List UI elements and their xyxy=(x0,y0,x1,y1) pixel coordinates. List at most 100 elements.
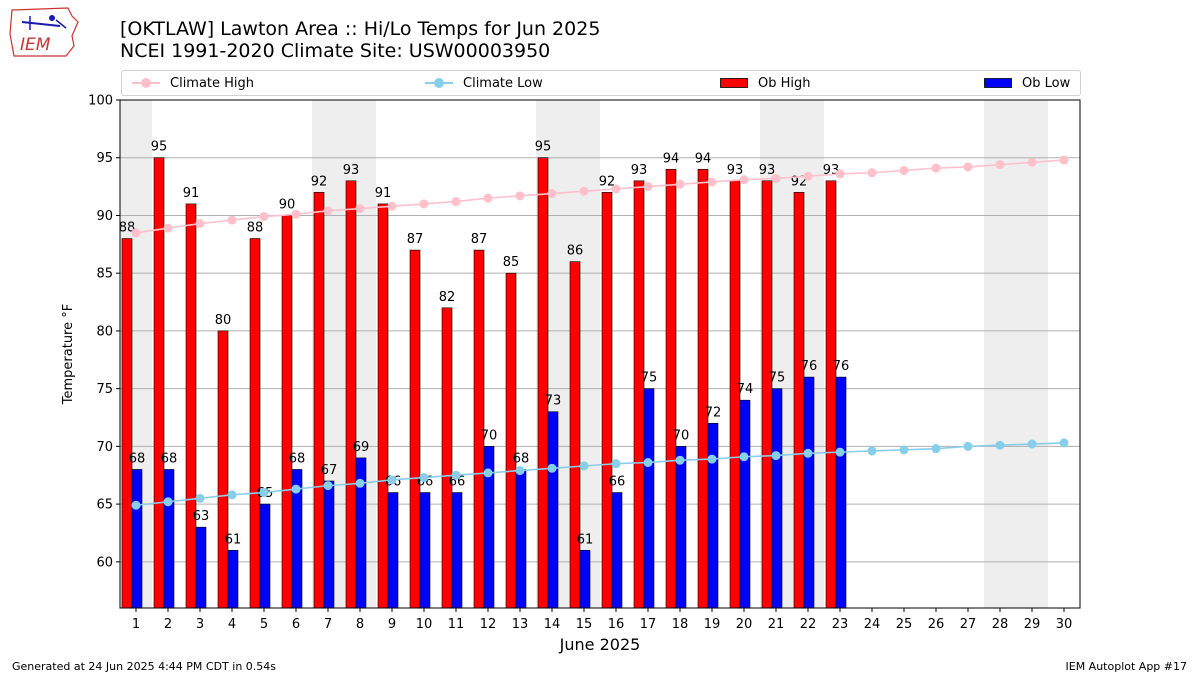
ob-low-swatch-icon xyxy=(984,78,1012,88)
climate-high-point xyxy=(323,206,333,216)
ob-low-label: 74 xyxy=(737,382,754,397)
x-tick-label: 10 xyxy=(416,617,433,632)
climate-high-point xyxy=(867,168,877,178)
ob-low-bar xyxy=(547,411,559,609)
climate-high-point xyxy=(611,184,621,194)
x-tick-label: 19 xyxy=(704,617,721,632)
ob-high-label: 82 xyxy=(439,290,456,305)
legend-label-ob-low: Ob Low xyxy=(1022,75,1071,91)
ob-low-bar xyxy=(323,480,335,609)
ob-high-bar xyxy=(441,307,453,609)
legend-item-ob-low: Ob Low xyxy=(984,71,1070,95)
x-tick-label: 29 xyxy=(1024,617,1041,632)
climate-high-point xyxy=(483,193,493,203)
footer-app-label: IEM Autoplot App #17 xyxy=(1065,660,1188,673)
x-tick-label: 12 xyxy=(480,617,497,632)
y-tick-label: 65 xyxy=(96,498,113,513)
climate-high-point xyxy=(387,201,397,211)
ob-high-label: 93 xyxy=(343,163,360,178)
x-tick-label: 8 xyxy=(356,617,364,632)
y-tick-label: 85 xyxy=(96,267,113,282)
climate-low-point xyxy=(771,451,781,461)
ob-low-bar xyxy=(259,503,271,609)
ob-high-bar xyxy=(377,203,389,609)
climate-low-point xyxy=(707,454,717,464)
ob-low-label: 68 xyxy=(129,451,146,466)
ob-high-label: 94 xyxy=(695,151,712,166)
climate-low-point xyxy=(963,441,973,451)
ob-high-bar xyxy=(505,272,517,609)
y-tick-label: 70 xyxy=(96,440,113,455)
ob-high-label: 92 xyxy=(791,174,808,189)
x-tick-label: 30 xyxy=(1056,617,1073,632)
legend-label-ob-high: Ob High xyxy=(758,75,811,91)
ob-high-label: 87 xyxy=(471,232,488,247)
climate-high-point xyxy=(803,171,813,181)
climate-low-point xyxy=(803,448,813,458)
ob-low-label: 76 xyxy=(801,359,818,374)
ob-low-label: 61 xyxy=(225,532,242,547)
x-tick-label: 14 xyxy=(544,617,561,632)
climate-low-point xyxy=(387,475,397,485)
climate-low-line-icon xyxy=(425,78,453,88)
climate-high-point xyxy=(195,219,205,229)
x-tick-label: 22 xyxy=(800,617,817,632)
x-tick-label: 3 xyxy=(196,617,204,632)
ob-low-label: 68 xyxy=(161,451,178,466)
ob-high-label: 91 xyxy=(375,186,392,201)
ob-high-bar xyxy=(633,180,645,609)
climate-high-point xyxy=(579,186,589,196)
x-tick-label: 1 xyxy=(132,617,140,632)
ob-low-label: 68 xyxy=(289,451,306,466)
ob-high-label: 92 xyxy=(599,174,616,189)
climate-high-point xyxy=(739,175,749,185)
climate-low-point xyxy=(515,466,525,476)
ob-low-label: 66 xyxy=(609,475,626,490)
weekend-shade xyxy=(984,100,1048,608)
ob-high-bar xyxy=(249,238,261,609)
ob-high-label: 93 xyxy=(759,163,776,178)
chart-subtitle: NCEI 1991-2020 Climate Site: USW00003950 xyxy=(120,40,551,62)
climate-high-point xyxy=(515,191,525,201)
climate-high-line-icon xyxy=(132,78,160,88)
ob-low-bar xyxy=(675,446,687,609)
climate-low-point xyxy=(291,484,301,494)
chart-legend: Climate High Climate Low Ob High Ob Low xyxy=(121,70,1081,96)
climate-high-point xyxy=(451,197,461,207)
ob-high-label: 87 xyxy=(407,232,424,247)
ob-high-bar xyxy=(601,192,613,609)
climate-low-point xyxy=(835,447,845,457)
ob-low-label: 69 xyxy=(353,440,370,455)
ob-low-bar xyxy=(771,388,783,609)
ob-high-bar xyxy=(313,192,325,609)
ob-low-bar xyxy=(195,526,207,609)
ob-high-bar xyxy=(153,157,165,609)
climate-low-point xyxy=(675,455,685,465)
climate-low-point xyxy=(483,468,493,478)
ob-low-label: 76 xyxy=(833,359,850,374)
ob-high-bar xyxy=(665,168,677,609)
ob-low-label: 72 xyxy=(705,405,722,420)
ob-low-bar xyxy=(227,549,239,609)
ob-high-bar xyxy=(825,180,837,609)
x-tick-label: 13 xyxy=(512,617,529,632)
y-tick-label: 100 xyxy=(88,94,113,109)
ob-low-bar xyxy=(579,549,591,609)
x-tick-label: 7 xyxy=(324,617,332,632)
ob-low-bar xyxy=(707,422,719,609)
x-tick-label: 4 xyxy=(228,617,236,632)
ob-high-bar xyxy=(761,180,773,609)
climate-high-point xyxy=(227,215,237,225)
climate-high-point xyxy=(547,189,557,199)
climate-high-point xyxy=(675,179,685,189)
ob-high-bar xyxy=(185,203,197,609)
y-tick-label: 90 xyxy=(96,209,113,224)
climate-high-point xyxy=(931,163,941,173)
x-tick-label: 9 xyxy=(388,617,396,632)
ob-high-label: 88 xyxy=(247,221,264,236)
x-tick-label: 6 xyxy=(292,617,300,632)
x-tick-label: 28 xyxy=(992,617,1009,632)
ob-low-bar xyxy=(739,399,751,609)
logo-text: IEM xyxy=(20,35,51,55)
